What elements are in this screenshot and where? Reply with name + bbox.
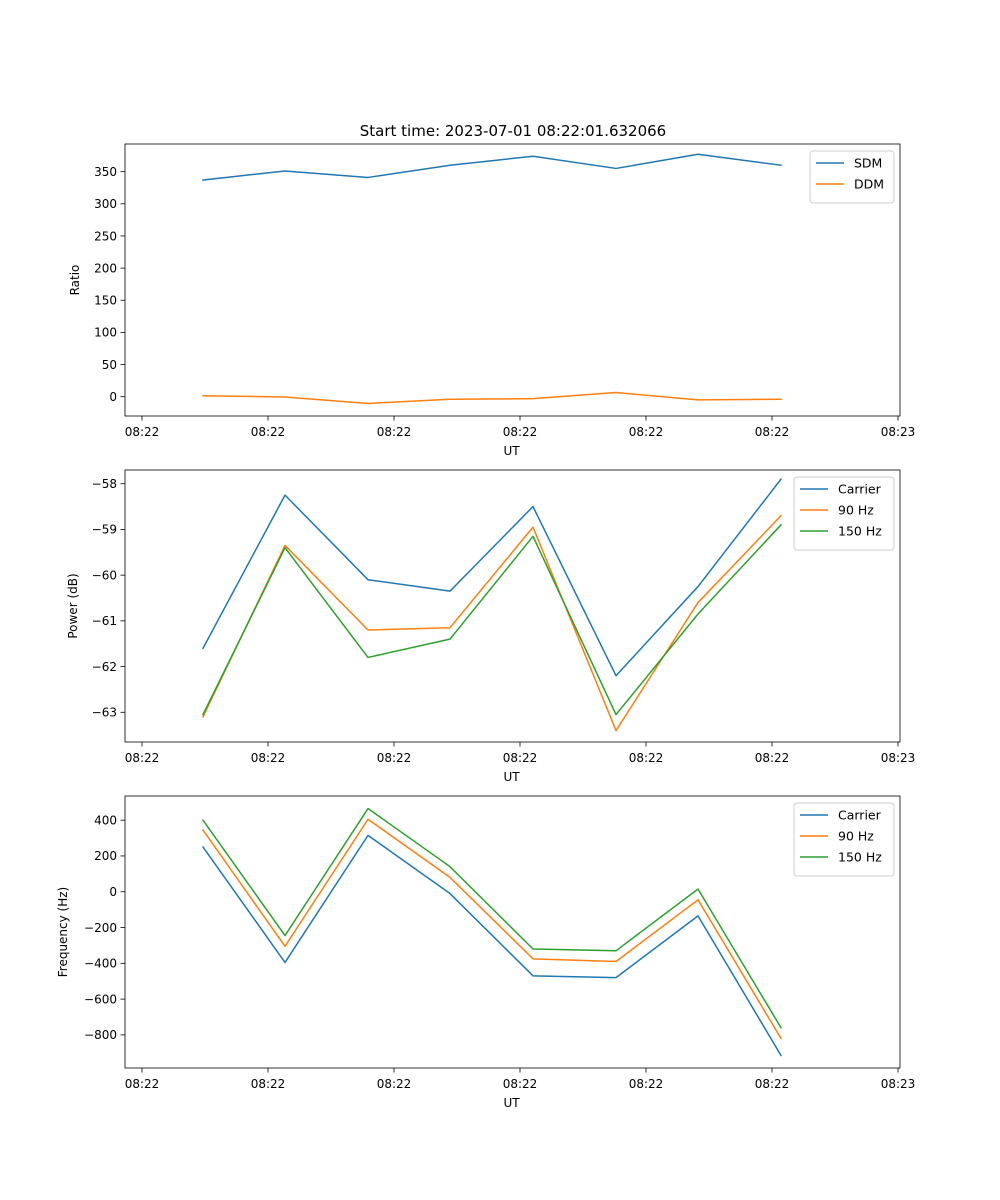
y-tick-label: 0 [109,885,117,899]
y-axis-label: Ratio [68,265,82,296]
series-line-ddm [202,391,782,405]
series-line-sdm [202,153,782,181]
series-line-90-hz [201,514,783,732]
y-tick-label: 200 [94,261,117,275]
power-panel: 08:22 08:22 08:22 08:22 08:22 08:22 08:23 −63 −6… [66,469,916,784]
x-axis-label: UT [503,1096,520,1110]
y-tick-label: 400 [94,813,117,827]
x-tick-label: 08:22 [503,1077,538,1091]
x-tick-label: 08:22 [251,1077,286,1091]
y-tick-label: 300 [94,197,117,211]
y-tick-label: 150 [94,294,117,308]
y-tick-label: −63 [92,706,117,720]
y-tick-label: 250 [94,229,117,243]
frequency-panel: 08:22 08:22 08:22 08:22 08:22 08:22 08:23 −800 −… [56,795,916,1110]
x-tick-label: 08:22 [251,751,286,765]
series-line-90-hz [201,818,783,1040]
y-tick-label: 350 [94,165,117,179]
x-tick-label: 08:22 [629,1077,664,1091]
y-tick-label: −400 [84,957,117,971]
x-tick-label: 08:22 [251,425,286,439]
y-tick-label: −600 [84,992,117,1006]
x-tick-label: 08:23 [881,425,916,439]
x-tick-label: 08:22 [629,751,664,765]
x-tick-label: 08:22 [377,1077,412,1091]
y-tick-label: 0 [109,390,117,404]
y-tick-label: −59 [92,523,117,537]
legend-label: DDM [854,177,884,192]
x-tick-label: 08:22 [503,751,538,765]
y-tick-label: −58 [92,477,117,491]
x-tick-label: 08:22 [125,425,160,439]
x-axis-label: UT [503,444,520,458]
y-axis-label: Power (dB) [66,573,80,638]
y-tick-label: −62 [92,660,117,674]
legend-label: Carrier [838,482,882,497]
legend-label: 150 Hz [838,524,882,539]
chart-title: Start time: 2023-07-01 08:22:01.632066 [360,122,666,140]
x-tick-label: 08:22 [125,751,160,765]
y-axis-label: Frequency (Hz) [56,887,70,978]
x-tick-label: 08:22 [503,425,538,439]
series-line-150-hz [201,523,783,716]
legend-label: SDM [854,156,882,171]
x-tick-label: 08:23 [881,751,916,765]
x-tick-label: 08:22 [755,751,790,765]
y-tick-label: 100 [94,326,117,340]
series-line-150-hz [201,807,783,1029]
legend-label: 150 Hz [838,850,882,865]
x-axis-label: UT [503,770,520,784]
legend-box [809,150,895,204]
ratio-panel: 08:22 08:22 08:22 08:22 08:22 08:22 08:23 0 50 10… [68,143,916,458]
y-tick-label: 200 [94,849,117,863]
legend-label: Carrier [838,808,882,823]
plot-area-frame [124,469,901,743]
legend-label: 90 Hz [838,503,874,518]
y-tick-label: −200 [84,921,117,935]
series-line-carrier [201,834,783,1057]
y-tick-label: −800 [84,1028,117,1042]
series-line-carrier [201,478,783,677]
y-tick-label: −61 [92,614,117,628]
x-tick-label: 08:23 [881,1077,916,1091]
plot-area-frame [124,795,901,1069]
y-tick-label: −60 [92,568,117,582]
x-tick-label: 08:22 [377,425,412,439]
x-tick-label: 08:22 [755,1077,790,1091]
plot-area-frame [124,143,901,417]
x-tick-label: 08:22 [125,1077,160,1091]
y-tick-label: 50 [102,358,117,372]
x-tick-label: 08:22 [755,425,790,439]
x-tick-label: 08:22 [629,425,664,439]
legend-label: 90 Hz [838,829,874,844]
x-tick-label: 08:22 [377,751,412,765]
